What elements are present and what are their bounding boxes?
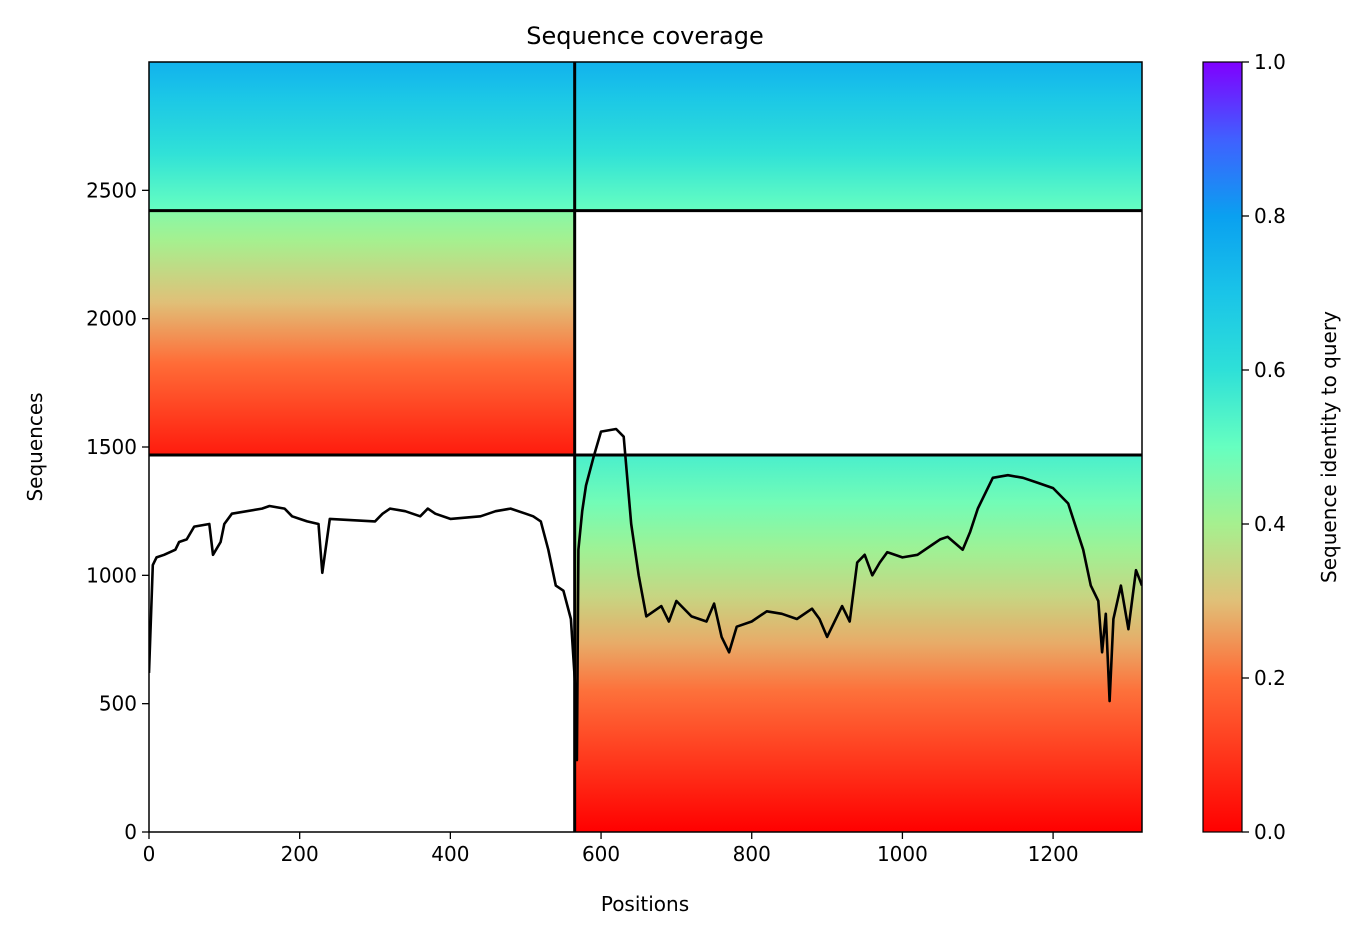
colorbar-tick-label: 0.8 — [1254, 204, 1286, 228]
y-tick-label: 2500 — [86, 178, 137, 202]
x-tick-label: 800 — [733, 842, 771, 866]
heatmap-block-fill — [149, 210, 575, 455]
y-tick-label: 0 — [124, 820, 137, 844]
colorbar-axis: 0.0 0.2 0.4 0.6 0.8 1.0 — [1242, 50, 1286, 844]
heatmap-block-4 — [574, 62, 1142, 211]
heatmap-block-1 — [574, 454, 1142, 832]
chart-title: Sequence coverage — [526, 22, 763, 50]
colorbar-tick-label: 0.4 — [1254, 512, 1286, 536]
colorbar-tick-label: 0.2 — [1254, 666, 1286, 690]
y-tick-label: 1000 — [86, 563, 137, 587]
coverage-line — [149, 427, 1142, 762]
coverage-heatmap — [149, 62, 1142, 832]
heatmap-block-fill — [574, 454, 1142, 832]
heatmap-block-3 — [149, 62, 575, 211]
x-tick-label: 600 — [582, 842, 620, 866]
colorbar-tick-label: 1.0 — [1254, 50, 1286, 74]
x-tick-label: 0 — [143, 842, 156, 866]
y-axis: 0 500 1000 1500 2000 2500 — [86, 178, 149, 844]
colorbar-tick-label: 0.6 — [1254, 358, 1286, 382]
x-tick-label: 200 — [281, 842, 319, 866]
x-tick-label: 1200 — [1028, 842, 1079, 866]
y-tick-label: 1500 — [86, 435, 137, 459]
coverage-line-group — [149, 427, 1142, 762]
colorbar-label: Sequence identity to query — [1317, 311, 1341, 583]
y-axis-label: Sequences — [23, 392, 47, 501]
heatmap-block-fill — [574, 62, 1142, 211]
colorbar — [1202, 61, 1243, 833]
heatmap-block-fill — [149, 62, 575, 211]
x-axis: 0 200 400 600 800 1000 1200 — [143, 832, 1079, 866]
x-tick-label: 1000 — [877, 842, 928, 866]
x-tick-label: 400 — [431, 842, 469, 866]
colorbar-tick-label: 0.0 — [1254, 820, 1286, 844]
x-axis-label: Positions — [601, 892, 689, 916]
heatmap-block-2 — [149, 210, 575, 455]
y-tick-label: 500 — [99, 692, 137, 716]
y-tick-label: 2000 — [86, 307, 137, 331]
